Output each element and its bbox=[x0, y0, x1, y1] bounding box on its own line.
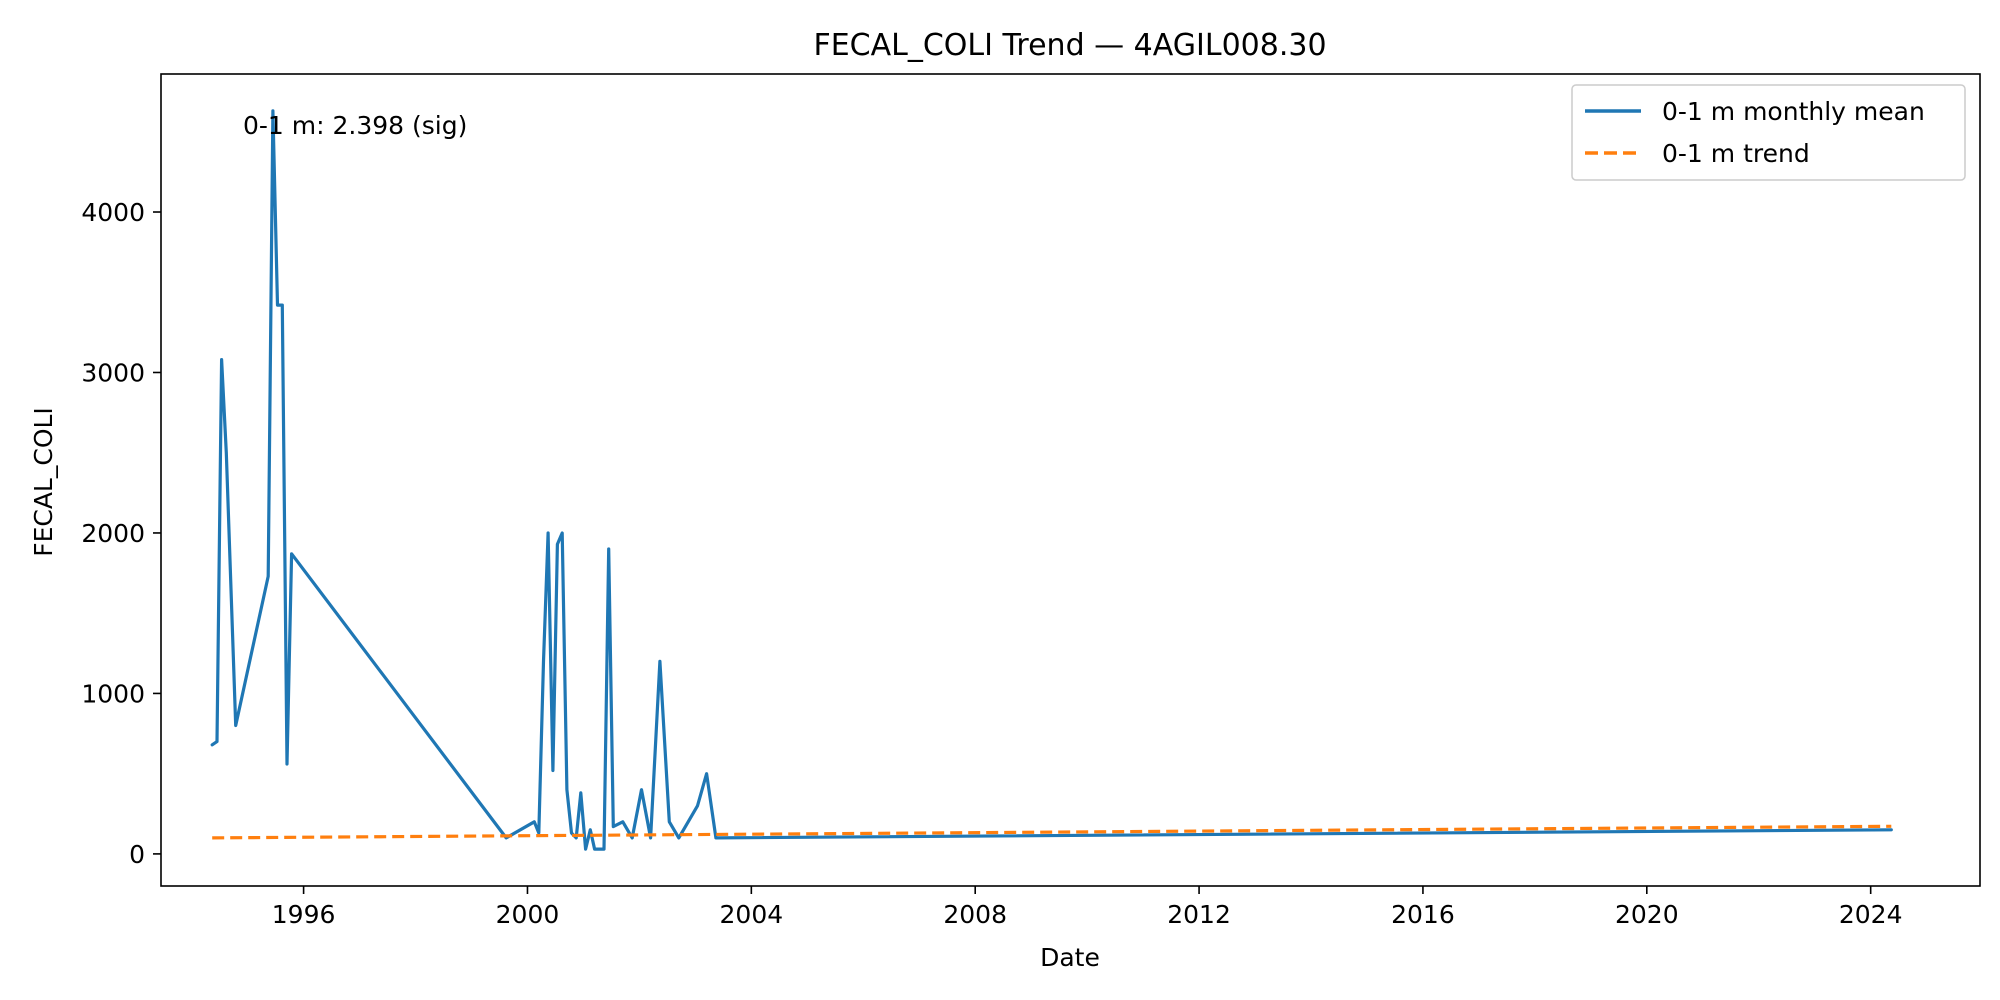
y-tick-label: 2000 bbox=[81, 519, 145, 548]
y-tick-label: 4000 bbox=[81, 198, 145, 227]
y-axis-ticks: 0 1000 2000 3000 4000 bbox=[81, 198, 161, 869]
x-axis-label: Date bbox=[1040, 943, 1100, 972]
trend-annotation: 0-1 m: 2.398 (sig) bbox=[243, 111, 467, 140]
y-tick-label: 3000 bbox=[81, 358, 145, 387]
x-tick-label: 2012 bbox=[1167, 900, 1231, 929]
y-tick-label: 1000 bbox=[81, 679, 145, 708]
legend-box bbox=[1571, 84, 1966, 181]
legend: 0-1 m monthly mean 0-1 m trend bbox=[1571, 84, 1966, 181]
y-tick-label: 0 bbox=[129, 840, 145, 869]
legend-label-monthly-mean: 0-1 m monthly mean bbox=[1662, 97, 1925, 126]
x-tick-label: 2020 bbox=[1615, 900, 1679, 929]
series-line-monthly-mean bbox=[210, 109, 1893, 851]
axes-frame bbox=[160, 73, 1981, 887]
x-axis-ticks: 1996 2000 2004 2008 2012 2016 2020 2024 bbox=[272, 886, 1903, 929]
x-tick-label: 2024 bbox=[1839, 900, 1903, 929]
legend-label-trend: 0-1 m trend bbox=[1662, 139, 1810, 168]
series-line-trend bbox=[212, 824, 1892, 840]
x-tick-label: 2000 bbox=[496, 900, 560, 929]
series-layer bbox=[210, 109, 1893, 851]
x-tick-label: 1996 bbox=[272, 900, 336, 929]
chart-title: FECAL_COLI Trend — 4AGIL008.30 bbox=[813, 28, 1326, 63]
y-axis-label: FECAL_COLI bbox=[29, 407, 58, 557]
x-tick-label: 2004 bbox=[720, 900, 784, 929]
x-tick-label: 2016 bbox=[1391, 900, 1455, 929]
x-tick-label: 2008 bbox=[943, 900, 1007, 929]
